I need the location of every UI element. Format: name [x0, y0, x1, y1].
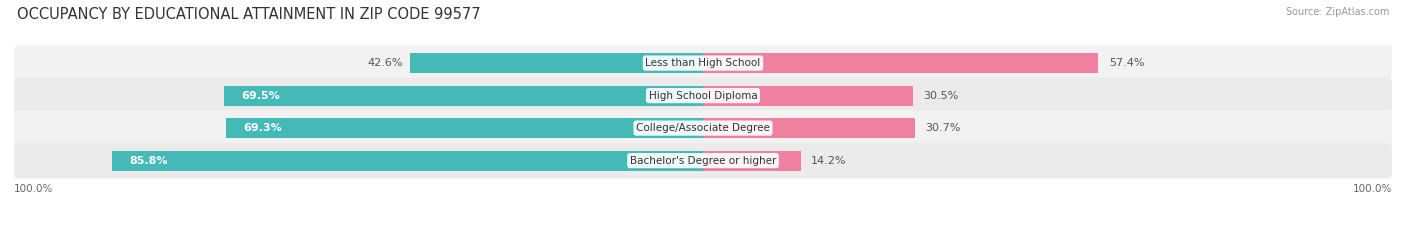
Text: 30.5%: 30.5% [924, 91, 959, 101]
FancyBboxPatch shape [14, 45, 1392, 81]
Text: 30.7%: 30.7% [925, 123, 960, 133]
Text: 14.2%: 14.2% [811, 156, 846, 166]
Text: Bachelor's Degree or higher: Bachelor's Degree or higher [630, 156, 776, 166]
Text: 57.4%: 57.4% [1109, 58, 1144, 68]
Text: Source: ZipAtlas.com: Source: ZipAtlas.com [1285, 7, 1389, 17]
Text: 85.8%: 85.8% [129, 156, 167, 166]
Text: 42.6%: 42.6% [367, 58, 402, 68]
Text: 100.0%: 100.0% [1353, 184, 1392, 194]
FancyBboxPatch shape [14, 110, 1392, 146]
FancyBboxPatch shape [14, 143, 1392, 178]
Legend: Owner-occupied, Renter-occupied: Owner-occupied, Renter-occupied [582, 230, 824, 233]
Text: High School Diploma: High School Diploma [648, 91, 758, 101]
Bar [703, 118, 914, 138]
Text: 69.5%: 69.5% [242, 91, 280, 101]
Text: 100.0%: 100.0% [14, 184, 53, 194]
Bar [224, 86, 703, 106]
Bar [703, 53, 1098, 73]
Bar [409, 53, 703, 73]
Bar [112, 151, 703, 171]
Text: College/Associate Degree: College/Associate Degree [636, 123, 770, 133]
Text: Less than High School: Less than High School [645, 58, 761, 68]
Bar [703, 151, 801, 171]
Bar [703, 86, 912, 106]
Text: OCCUPANCY BY EDUCATIONAL ATTAINMENT IN ZIP CODE 99577: OCCUPANCY BY EDUCATIONAL ATTAINMENT IN Z… [17, 7, 481, 22]
Text: 69.3%: 69.3% [243, 123, 281, 133]
FancyBboxPatch shape [14, 78, 1392, 113]
Bar [225, 118, 703, 138]
